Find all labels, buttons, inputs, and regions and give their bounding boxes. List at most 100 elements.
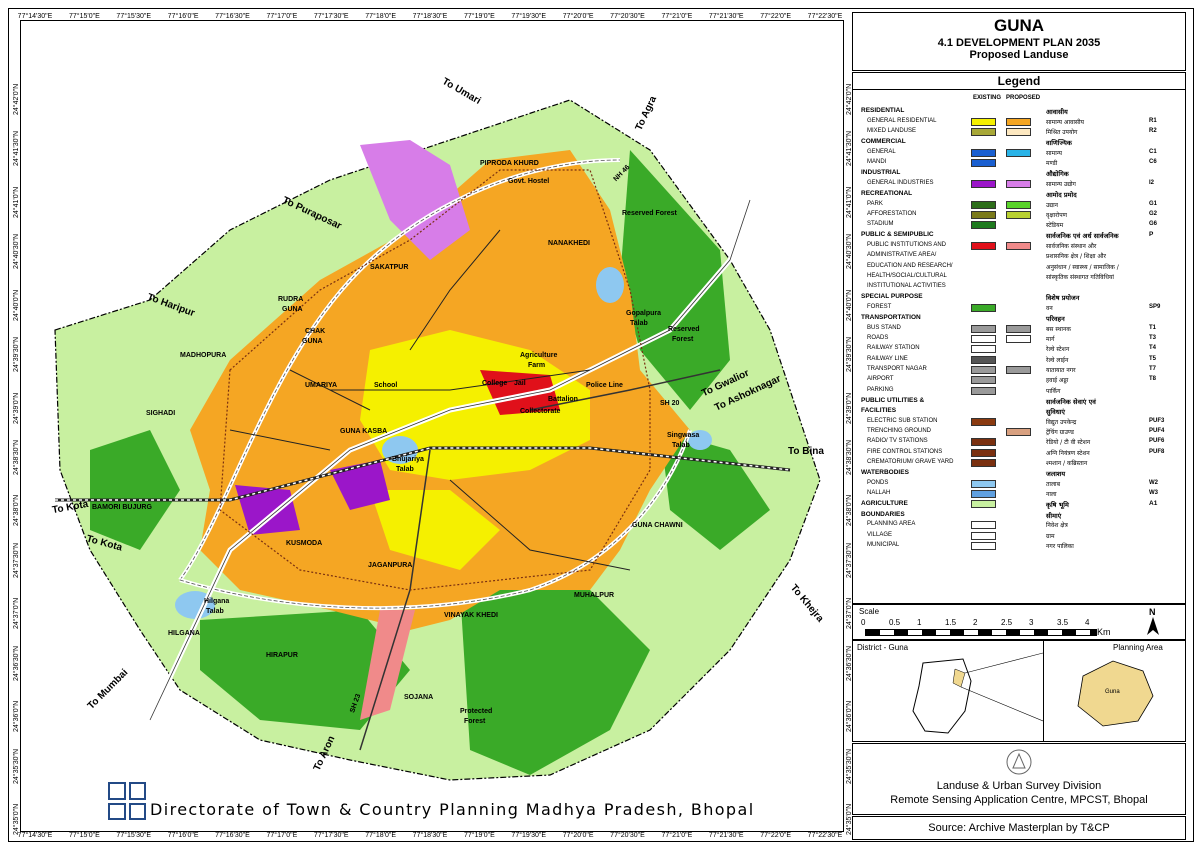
- place-rudra-guna: GUNA: [282, 306, 303, 313]
- place-sojana: SOJANA: [404, 694, 434, 701]
- latitude-label-left: 24°40'30"N: [13, 234, 20, 270]
- legend-category: BOUNDARIES सीमाएं: [861, 511, 1181, 521]
- legend-swatch-existing: [971, 448, 996, 457]
- legend-label: AIRPORT: [867, 376, 894, 383]
- legend-item: EDUCATION AND RESEARCH/अनुसंधान / स्वास्…: [861, 263, 1181, 273]
- legend-code: A1: [1149, 500, 1158, 508]
- place-hilgana: HILGANA: [168, 630, 200, 637]
- place-gopalpura: Gopalpura: [626, 310, 662, 317]
- industrial-south: [235, 485, 300, 535]
- latitude-label-left: 24°36'0"N: [13, 700, 20, 733]
- gopalpura-talab: [596, 267, 624, 303]
- district-label: District - Guna: [857, 643, 909, 652]
- legend-hindi: आवासीय: [1046, 108, 1068, 116]
- legend-hindi: मिश्रित उपयोग: [1046, 128, 1078, 136]
- legend-swatch-proposed: [1006, 324, 1031, 333]
- longitude-label-bot: 77°21'30"E: [708, 832, 744, 839]
- legend-swatch-proposed: [1006, 210, 1031, 219]
- latitude-label-left: 24°38'30"N: [13, 439, 20, 475]
- legend-swatch-existing: [971, 365, 996, 374]
- place-protected: Protected: [460, 708, 493, 715]
- place-sighadi: SIGHADI: [146, 410, 176, 417]
- landuse-map[interactable]: [30, 30, 830, 825]
- existing-residential-2: [370, 490, 500, 570]
- legend-item: MIXED LANDUSE मिश्रित उपयोग R2: [861, 127, 1181, 138]
- nh46-road-outline: [149, 199, 751, 721]
- legend-col-proposed: PROPOSED: [1006, 95, 1041, 101]
- legend-label: RESIDENTIAL: [861, 107, 905, 114]
- scale-tick: 2: [973, 618, 978, 627]
- scale-tick: 0: [861, 618, 866, 627]
- legend-swatch-existing: [971, 345, 996, 354]
- legend-swatch-existing: [971, 459, 996, 467]
- scale-tick: 1.5: [945, 618, 957, 627]
- legend-item: HEALTH/SOCIAL/CULTURAL सांस्कृतिक संस्थाग…: [861, 273, 1181, 283]
- planning-guna: Guna: [1105, 689, 1120, 695]
- latitude-label-left: 24°37'0"N: [13, 598, 20, 630]
- legend-item: INSTITUTIONAL ACTIVITIES: [861, 283, 1181, 293]
- place-policeline: Police Line: [586, 382, 623, 389]
- industrial-north: [360, 140, 470, 260]
- legend-code: G2: [1149, 210, 1158, 217]
- legend-code: T5: [1149, 355, 1157, 362]
- legend-code: W2: [1149, 479, 1158, 486]
- legend-hindi: नगर पालिका: [1046, 543, 1074, 550]
- legend-label: GENERAL RESIDENTIAL: [867, 117, 937, 124]
- longitude-label-top: 77°17'30"E: [313, 13, 349, 20]
- forest-west: [90, 430, 180, 550]
- latitude-label-left: 24°37'30"N: [13, 542, 20, 578]
- place-singwasa-talab: Talab: [672, 442, 690, 449]
- longitude-label-top: 77°19'0"E: [463, 13, 495, 20]
- longitude-label-bot: 77°14'30"E: [17, 832, 53, 839]
- legend-label: CREMATORIUM/ GRAVE YARD: [867, 459, 954, 465]
- map-subtitle: 4.1 DEVELOPMENT PLAN 2035: [937, 37, 1101, 49]
- legend-hindi: मार्ग: [1046, 336, 1055, 343]
- legend-swatch-proposed: [1006, 200, 1031, 209]
- legend-col-existing: EXISTING: [973, 95, 1002, 101]
- legend-swatch-existing: [971, 303, 996, 312]
- legend-hindi: सामान्य उद्योग: [1046, 180, 1076, 188]
- legend-swatch-existing: [971, 355, 996, 364]
- legend-hindi: बस स्थानक: [1046, 325, 1071, 333]
- industrial-center: [330, 460, 390, 510]
- legend-columns: EXISTING PROPOSED: [973, 95, 1040, 101]
- legend-category: RECREATIONAL आमोद प्रमोद: [861, 190, 1181, 200]
- legend-hindi: वन: [1046, 304, 1053, 312]
- longitude-label-bot: 77°15'0"E: [68, 832, 100, 839]
- inset-maps: District - Guna Planning Area Guna: [852, 640, 1186, 742]
- place-govthostel: Govt. Hostel: [508, 178, 550, 185]
- latitude-label-left: 24°39'30"N: [13, 337, 20, 373]
- longitude-label-bot: 77°20'30"E: [610, 832, 645, 839]
- legend-label: FOREST: [867, 303, 892, 310]
- legend-hindi: अग्नि नियंत्रण स्टेशन: [1046, 449, 1090, 457]
- legend-swatch-proposed: [1006, 365, 1031, 374]
- place-bhujariya-talab: Talab: [396, 466, 414, 473]
- legend-hindi: तालाब: [1046, 480, 1061, 488]
- legend-code: I2: [1149, 179, 1155, 186]
- legend-label: TRENCHING GROUND: [867, 428, 931, 435]
- place-agri-farm: Farm: [528, 362, 546, 369]
- legend-item: ADMINISTRATIVE AREA/प्रशासनिक क्षेत्र / …: [861, 252, 1181, 262]
- legend-hindi: विशेष प्रयोजन: [1046, 294, 1080, 303]
- credit-line-1: Landuse & Urban Survey Division: [936, 780, 1102, 792]
- legend-swatch-existing: [971, 324, 996, 333]
- legend-item: PLANNING AREA निवेश क्षेत्र: [861, 521, 1181, 531]
- longitude-label-top: 77°18'0"E: [365, 13, 397, 20]
- latitude-label-left: 24°36'30"N: [13, 645, 20, 681]
- legend-code: T8: [1149, 376, 1157, 383]
- legend-code: PUF3: [1149, 417, 1165, 424]
- legend-category: PUBLIC UTILITIES & सार्वजनिक सेवाएं एवं: [861, 397, 1181, 407]
- longitude-label-top: 77°22'0"E: [760, 13, 792, 20]
- legend-swatch-existing: [971, 500, 996, 509]
- legend-hindi: परिवहन: [1046, 315, 1065, 324]
- legend-item: CREMATORIUM/ GRAVE YARD श्मशान / कब्रिस्त…: [861, 459, 1181, 469]
- credit-block: Landuse & Urban Survey Division Remote S…: [852, 743, 1186, 815]
- district-shape: [912, 652, 1043, 734]
- legend-swatch-proposed: [1006, 127, 1031, 136]
- legend-hindi: आमोद प्रमोद: [1046, 191, 1077, 199]
- legend-label: AGRICULTURE: [861, 500, 908, 508]
- legend-item: MUNICIPAL नगर पालिका: [861, 542, 1181, 552]
- place-nanakhedi: NANAKHEDI: [548, 240, 590, 247]
- forest-east: [620, 150, 730, 410]
- map-title: GUNA: [993, 16, 1045, 35]
